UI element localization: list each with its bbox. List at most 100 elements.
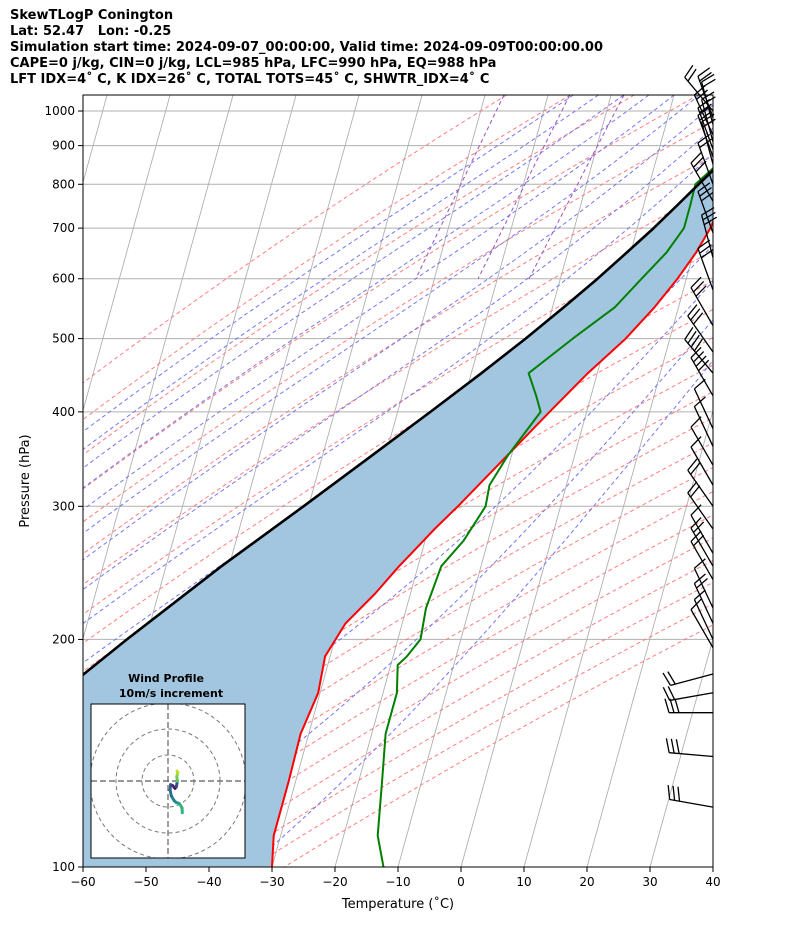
- dry-adiabat-line: [83, 95, 635, 456]
- barb-feather: [667, 671, 676, 685]
- moist-adiabat-line: [83, 95, 700, 534]
- barb-feather: [687, 330, 697, 344]
- barb-feather: [693, 281, 705, 293]
- barb-staff: [687, 492, 714, 530]
- barb-feather: [699, 71, 712, 82]
- moist-adiabat-line: [83, 127, 713, 591]
- barb-staff: [670, 673, 714, 687]
- barb-feather: [697, 182, 711, 193]
- y-tick-label: 300: [52, 499, 75, 513]
- indices-line-1: CAPE=0 j/kg, CIN=0 j/kg, LCL=985 hPa, LF…: [10, 56, 497, 71]
- y-tick-label: 100: [52, 860, 75, 874]
- barb-feather: [667, 784, 671, 800]
- mixing-ratio-line: [528, 95, 625, 279]
- barb-feather: [690, 504, 702, 516]
- wind-barb: [700, 206, 718, 258]
- mixing-ratio-line: [415, 95, 505, 279]
- barb-feather: [690, 276, 702, 289]
- wind-barb: [690, 504, 714, 554]
- barb-feather: [675, 739, 680, 754]
- chart-title: SkewTLogP Conington: [10, 8, 174, 23]
- dry-adiabat-line: [83, 121, 713, 523]
- profile-lines: [83, 166, 713, 867]
- wind-barb: [662, 671, 714, 687]
- y-tick-label: 500: [52, 332, 75, 346]
- x-tick-label: −10: [385, 875, 410, 889]
- barb-feather: [697, 239, 711, 250]
- dry-adiabat-line: [83, 390, 713, 777]
- wind-barb: [690, 598, 714, 649]
- wind-barb: [687, 458, 714, 507]
- wind-barb: [693, 573, 714, 624]
- barb-feather: [690, 334, 700, 348]
- barb-staff: [700, 99, 714, 143]
- wind-barb: [693, 558, 714, 609]
- barb-feather: [690, 308, 701, 321]
- barb-feather: [665, 738, 670, 753]
- barb-staff: [690, 162, 714, 202]
- dry-adiabat-line: [83, 95, 507, 384]
- barb-feather: [677, 786, 681, 802]
- moist-adiabat-line: [83, 104, 713, 561]
- location-line: Lat: 52.47 Lon: -0.25: [10, 24, 172, 39]
- wind-barb: [664, 698, 713, 714]
- barb-staff: [690, 426, 714, 466]
- wind-barb: [690, 276, 714, 327]
- barb-feather: [701, 91, 715, 101]
- barb-staff: [690, 357, 714, 397]
- barb-feather: [695, 285, 707, 297]
- barb-staff: [690, 541, 714, 580]
- barb-staff: [697, 107, 714, 150]
- time-line: Simulation start time: 2024-09-07_00:00:…: [10, 40, 603, 55]
- isotherm-line: [586, 408, 713, 867]
- barb-feather: [699, 187, 712, 197]
- wind-barb: [690, 530, 714, 580]
- hodograph-frame: [90, 703, 246, 859]
- x-tick-label: −40: [196, 875, 221, 889]
- barb-feather: [700, 191, 714, 202]
- wind-barb: [697, 67, 714, 118]
- isotherm-line: [712, 865, 713, 867]
- barb-feather: [684, 64, 694, 78]
- barb-feather: [684, 327, 694, 340]
- barb-feather: [693, 338, 704, 352]
- y-tick-label: 400: [52, 405, 75, 419]
- barb-staff: [687, 469, 714, 507]
- barb-staff: [693, 94, 714, 136]
- wind-barb: [697, 182, 714, 234]
- y-tick-label: 700: [52, 221, 75, 235]
- dry-adiabat-line: [83, 155, 713, 555]
- dry-adiabat-line: [83, 95, 571, 421]
- isotherm-line: [460, 95, 675, 867]
- barb-feather: [662, 687, 671, 701]
- barb-feather: [664, 698, 670, 713]
- barb-staff: [697, 115, 714, 157]
- barb-staff: [697, 248, 714, 291]
- barb-staff: [690, 446, 714, 486]
- barb-feather: [695, 160, 707, 173]
- barb-staff: [693, 599, 714, 640]
- barb-feather: [690, 152, 702, 164]
- barb-staff: [684, 76, 714, 112]
- isotherm-line: [83, 95, 171, 413]
- barb-staff: [693, 388, 714, 429]
- barb-feather: [701, 206, 715, 216]
- barb-staff: [690, 609, 714, 649]
- wind-barb: [690, 436, 714, 486]
- barb-staff: [693, 567, 714, 609]
- wind-barb: [687, 481, 714, 530]
- moist-adiabat-line: [83, 280, 713, 828]
- isotherm-line: [649, 637, 713, 867]
- y-tick-label: 1000: [44, 104, 75, 118]
- parcel-area-fill: [83, 170, 713, 867]
- barb-feather: [687, 458, 698, 471]
- barb-feather: [670, 738, 675, 754]
- x-tick-label: 10: [516, 875, 531, 889]
- barb-feather: [693, 156, 705, 168]
- barb-staff: [697, 76, 714, 118]
- wind-barb: [687, 304, 714, 353]
- x-tick-label: −20: [322, 875, 347, 889]
- barb-feather: [669, 698, 675, 713]
- barb-staff: [690, 287, 714, 327]
